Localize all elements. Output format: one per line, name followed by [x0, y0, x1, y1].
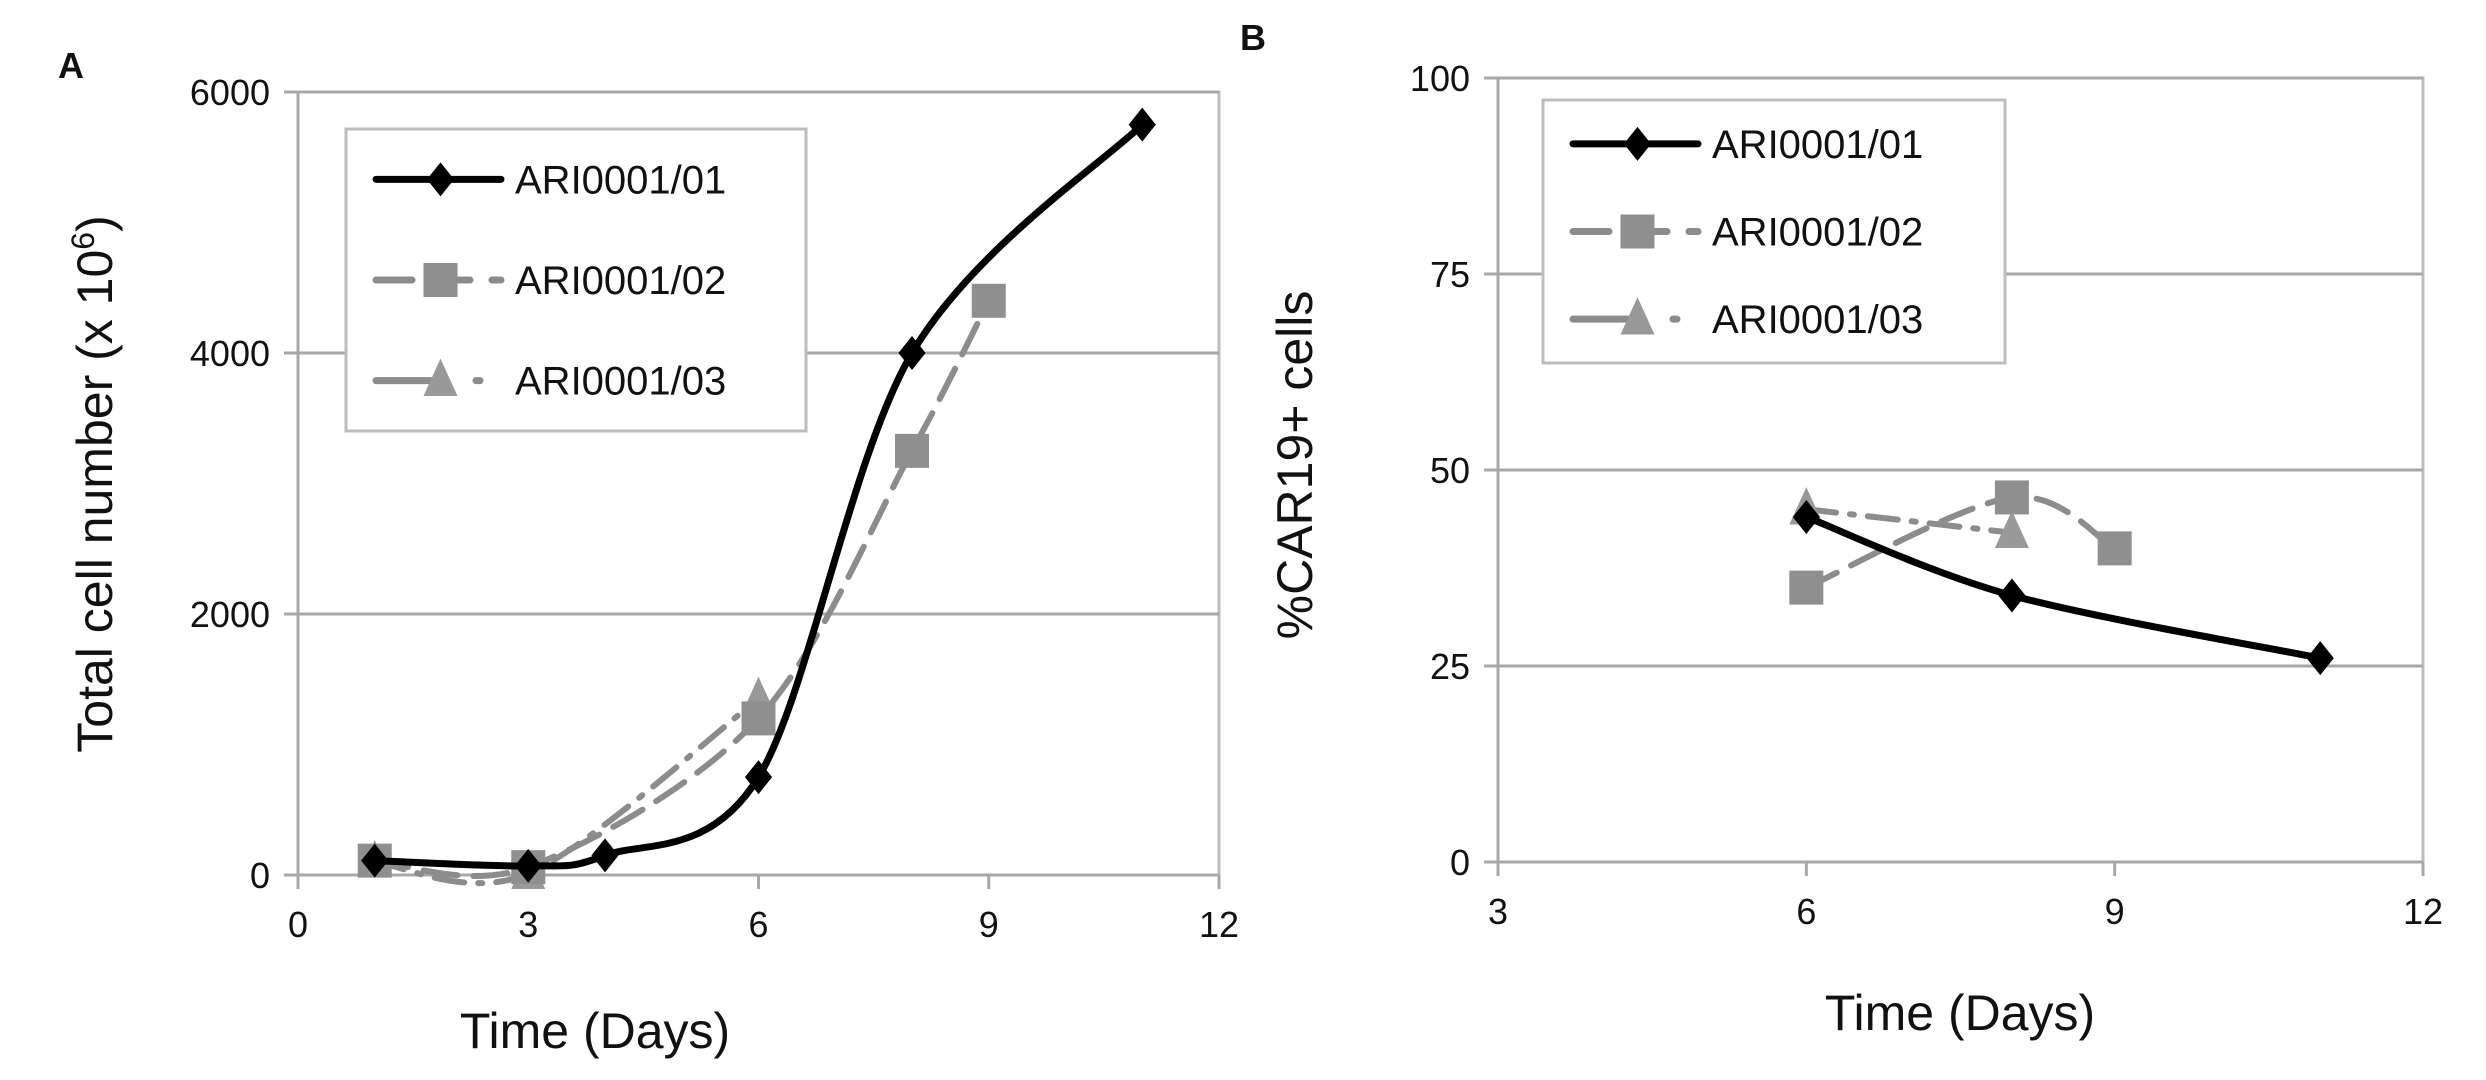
y-axis-title-b: %CAR19+ cells: [1267, 291, 1323, 640]
x-tick-label: 6: [748, 904, 768, 945]
legend-marker-triangle: [423, 358, 458, 396]
data-point-square: [2097, 531, 2132, 566]
data-point-square: [895, 433, 929, 468]
data-point-diamond: [1128, 107, 1156, 142]
data-point-diamond: [514, 848, 542, 883]
legend-marker-diamond: [426, 162, 455, 197]
y-tick-label: 0: [1450, 842, 1470, 883]
y-axis-title-a-main: Total cell number (x 10: [67, 250, 123, 753]
series-line: [371, 695, 762, 887]
legend-item: ARI0001/03: [1569, 297, 1923, 342]
data-point-diamond: [898, 336, 926, 370]
panel-label-b: B: [1240, 17, 1266, 58]
legend-marker-square: [1620, 214, 1655, 249]
data-point-diamond: [1998, 578, 2026, 613]
x-axis-title-b: Time (Days): [1825, 985, 2095, 1041]
series-ARI0001-02: [1789, 480, 2132, 605]
y-axis-title-a-suffix: ): [67, 215, 123, 232]
y-axis-title-a: Total cell number (x 106): [65, 215, 123, 752]
legend-marker-triangle: [1620, 297, 1655, 335]
legend-b: ARI0001/01 ARI0001/02 ARI0001/03: [1541, 98, 2007, 365]
legend-a: ARI0001/01 ARI0001/02 ARI0001/03: [344, 127, 808, 433]
x-tick-label: 12: [1199, 904, 1239, 945]
y-tick-label: 2000: [190, 594, 270, 635]
series-ARI0001-02: [357, 283, 1006, 885]
y-tick-label: 50: [1430, 450, 1470, 491]
legend-item: ARI0001/01: [1569, 123, 1923, 167]
legend-label: ARI0001/01: [1712, 123, 1923, 167]
panel-label-a: A: [58, 45, 84, 86]
x-tick-label: 9: [2105, 891, 2125, 932]
data-point-diamond: [1792, 500, 1820, 535]
data-point-square: [1994, 480, 2029, 515]
panel-b: B Time (Days) %CAR19+ cells 0 25 50 75 100 3 6…: [1240, 17, 2443, 1041]
y-tick-label: 0: [250, 855, 270, 896]
legend-label: ARI0001/03: [515, 360, 726, 404]
data-point-diamond: [591, 838, 619, 873]
legend-item: ARI0001/01: [372, 158, 726, 202]
x-tick-label: 0: [288, 904, 308, 945]
legend-label: ARI0001/03: [1712, 298, 1923, 342]
data-point-square: [741, 701, 776, 736]
legend-item: ARI0001/02: [1569, 211, 1923, 255]
y-tick-label: 6000: [190, 72, 270, 113]
data-point-diamond: [2306, 641, 2334, 676]
series-line: [1803, 493, 2118, 591]
data-point-triangle: [1994, 510, 2029, 549]
series-line: [1802, 513, 2324, 662]
x-tick-label: 3: [518, 904, 538, 945]
legend-label: ARI0001/02: [515, 259, 726, 303]
y-tick-label: 75: [1430, 254, 1470, 295]
y-axis-title-a-superscript: 6: [65, 232, 101, 250]
legend-marker-diamond: [1623, 126, 1652, 161]
y-tick-label: 4000: [190, 333, 270, 374]
legend-label: ARI0001/01: [515, 158, 726, 202]
panel-a: A Time (Days) Total cell number (x 106) …: [58, 45, 1239, 1059]
data-point-diamond: [361, 843, 389, 878]
series-ARI0001-03: [357, 676, 776, 889]
data-point-square: [971, 283, 1006, 318]
x-tick-label: 6: [1796, 891, 1816, 932]
series-line: [1803, 506, 2015, 536]
y-tick-label: 25: [1430, 646, 1470, 687]
x-tick-label: 3: [1488, 891, 1508, 932]
x-tick-label: 12: [2403, 891, 2443, 932]
legend-label: ARI0001/02: [1712, 211, 1923, 255]
x-axis-title-a: Time (Days): [460, 1003, 730, 1059]
legend-marker-square: [423, 263, 458, 297]
data-point-square: [1789, 570, 1824, 605]
legend-item: ARI0001/02: [372, 259, 726, 303]
data-point-diamond: [744, 760, 773, 795]
series-ARI0001-01: [361, 107, 1156, 883]
x-tick-label: 9: [979, 904, 999, 945]
series-ARI0001-01: [1792, 500, 2334, 676]
y-tick-label: 100: [1410, 58, 1470, 99]
legend-item: ARI0001/03: [372, 358, 726, 404]
